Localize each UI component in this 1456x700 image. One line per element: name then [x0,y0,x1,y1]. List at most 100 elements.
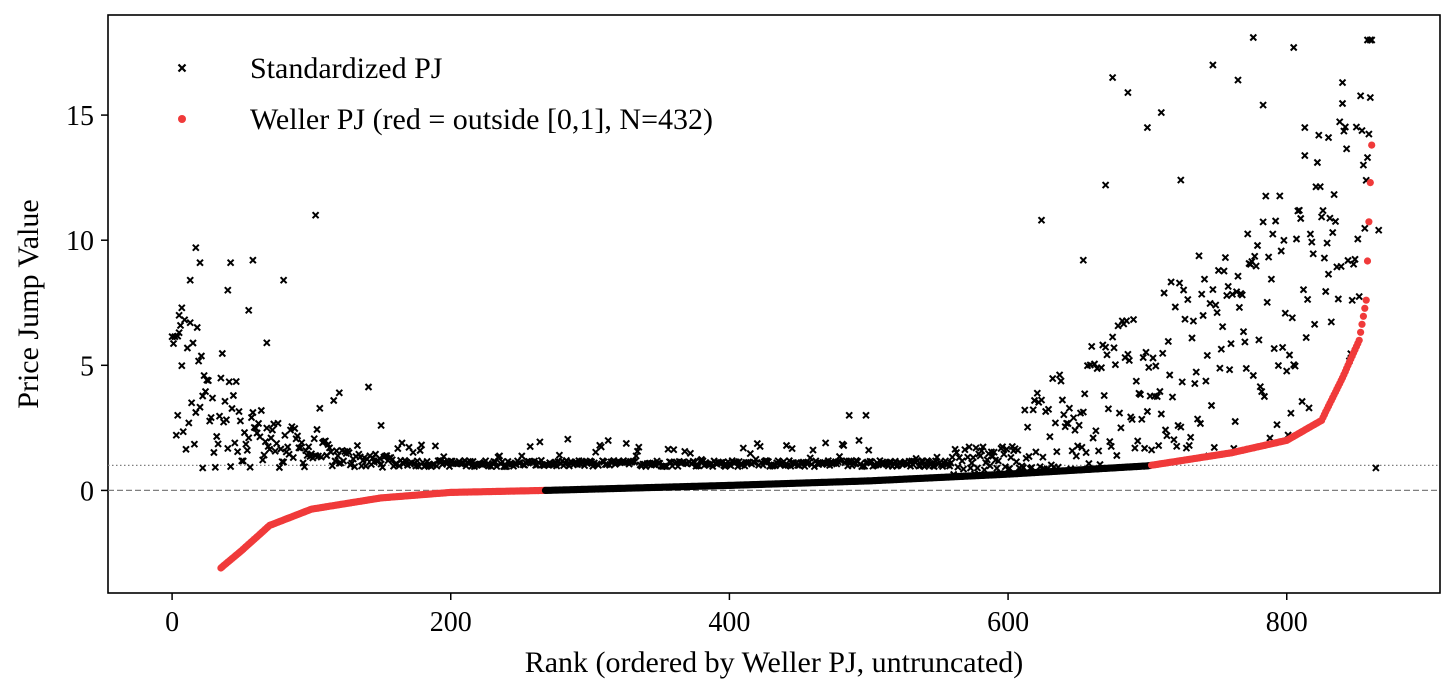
standardized-point [271,447,279,455]
standardized-point [976,452,984,460]
standardized-point [1079,256,1088,264]
standardized-point [1372,464,1380,472]
standardized-point [1330,190,1338,199]
standardized-point [247,413,256,422]
standardized-point [1361,224,1369,233]
standardized-point [630,458,639,466]
standardized-point [809,446,817,454]
standardized-point [1107,442,1115,451]
standardized-point [1313,158,1322,167]
standardized-point [189,339,197,347]
standardized-point [739,444,748,452]
standardized-point [1140,444,1149,453]
standardized-point [1023,423,1032,431]
standardized-point [1053,447,1061,456]
standardized-point [1250,252,1259,261]
standardized-point [1289,43,1298,52]
standardized-point [1256,382,1265,391]
standardized-point [1185,441,1193,450]
standardized-point [1285,351,1294,359]
standardized-point [263,424,271,432]
standardized-point [1242,364,1251,373]
standardized-point [983,456,991,464]
standardized-point [1281,309,1290,317]
standardized-point [1305,404,1313,412]
standardized-point [1203,351,1212,360]
standardized-point [1323,239,1331,247]
standardized-point [1153,392,1161,401]
standardized-point [526,442,534,451]
standardized-point [1338,78,1347,87]
standardized-point [224,286,232,294]
standardized-point [279,276,288,284]
standardized-point [1108,333,1117,341]
standardized-point [1334,295,1343,303]
x-axis: 0 200 400 600 800 [165,593,1308,638]
standardized-point [1214,266,1223,275]
standardized-point [296,444,305,452]
standardized-point [1143,407,1152,416]
standardized-point [260,451,268,459]
standardized-point [495,452,504,460]
standardized-point [249,408,257,417]
standardized-point [194,357,203,365]
standardized-point [1179,286,1188,294]
standardized-point [1338,99,1347,108]
standardized-point [1252,262,1260,270]
standardized-point [1309,250,1317,258]
legend-marker-standardized-pj [177,63,187,73]
legend-marker-weller-pj [178,115,186,123]
standardized-point [1080,390,1089,398]
standardized-point [1145,363,1153,372]
weller-point [1366,179,1374,187]
standardized-point [933,453,941,461]
standardized-point [1231,417,1239,426]
standardized-point [1308,238,1316,246]
standardized-point [409,448,417,457]
standardized-point [1177,176,1185,184]
standardized-point [178,304,186,312]
standardized-point [1341,123,1350,131]
standardized-point [622,439,631,448]
standardized-point [236,417,245,425]
standardized-point [1064,419,1072,428]
standardized-point [492,462,501,471]
standardized-point [1103,351,1111,359]
standardized-point [1124,88,1132,97]
standardized-point [289,453,298,462]
standardized-point [1301,123,1309,132]
standardized-point [968,459,976,467]
standardized-point [1288,314,1297,322]
standardized-point [246,463,254,471]
standardized-point [1234,272,1242,280]
standardized-point [1280,236,1288,245]
standardized-point [1191,379,1199,388]
weller-point [1368,141,1376,149]
standardized-point [1124,350,1132,359]
weller-point [1359,312,1367,320]
standardized-point [1319,206,1327,215]
standardized-point [1232,288,1241,296]
standardized-point [536,438,544,446]
standardized-point [973,464,982,472]
legend: Standardized PJ Weller PJ (red = outside… [177,52,713,136]
standardized-point [211,463,220,472]
standardized-point [1060,410,1068,419]
standardized-point [218,349,227,358]
standardized-point [169,339,178,348]
standardized-point [1348,296,1356,305]
standardized-point [232,377,240,386]
standardized-point [178,361,186,370]
standardized-point [1211,301,1220,309]
x-tick-label: 400 [708,607,750,638]
standardized-point [635,443,643,451]
standardized-point [986,462,994,470]
weller-point [1365,218,1373,226]
standardized-point [1051,419,1060,427]
standardized-point [864,446,873,454]
reference-lines [108,464,1440,492]
standardized-point [222,416,231,424]
standardized-point [310,434,318,443]
standardized-point [1138,415,1146,424]
